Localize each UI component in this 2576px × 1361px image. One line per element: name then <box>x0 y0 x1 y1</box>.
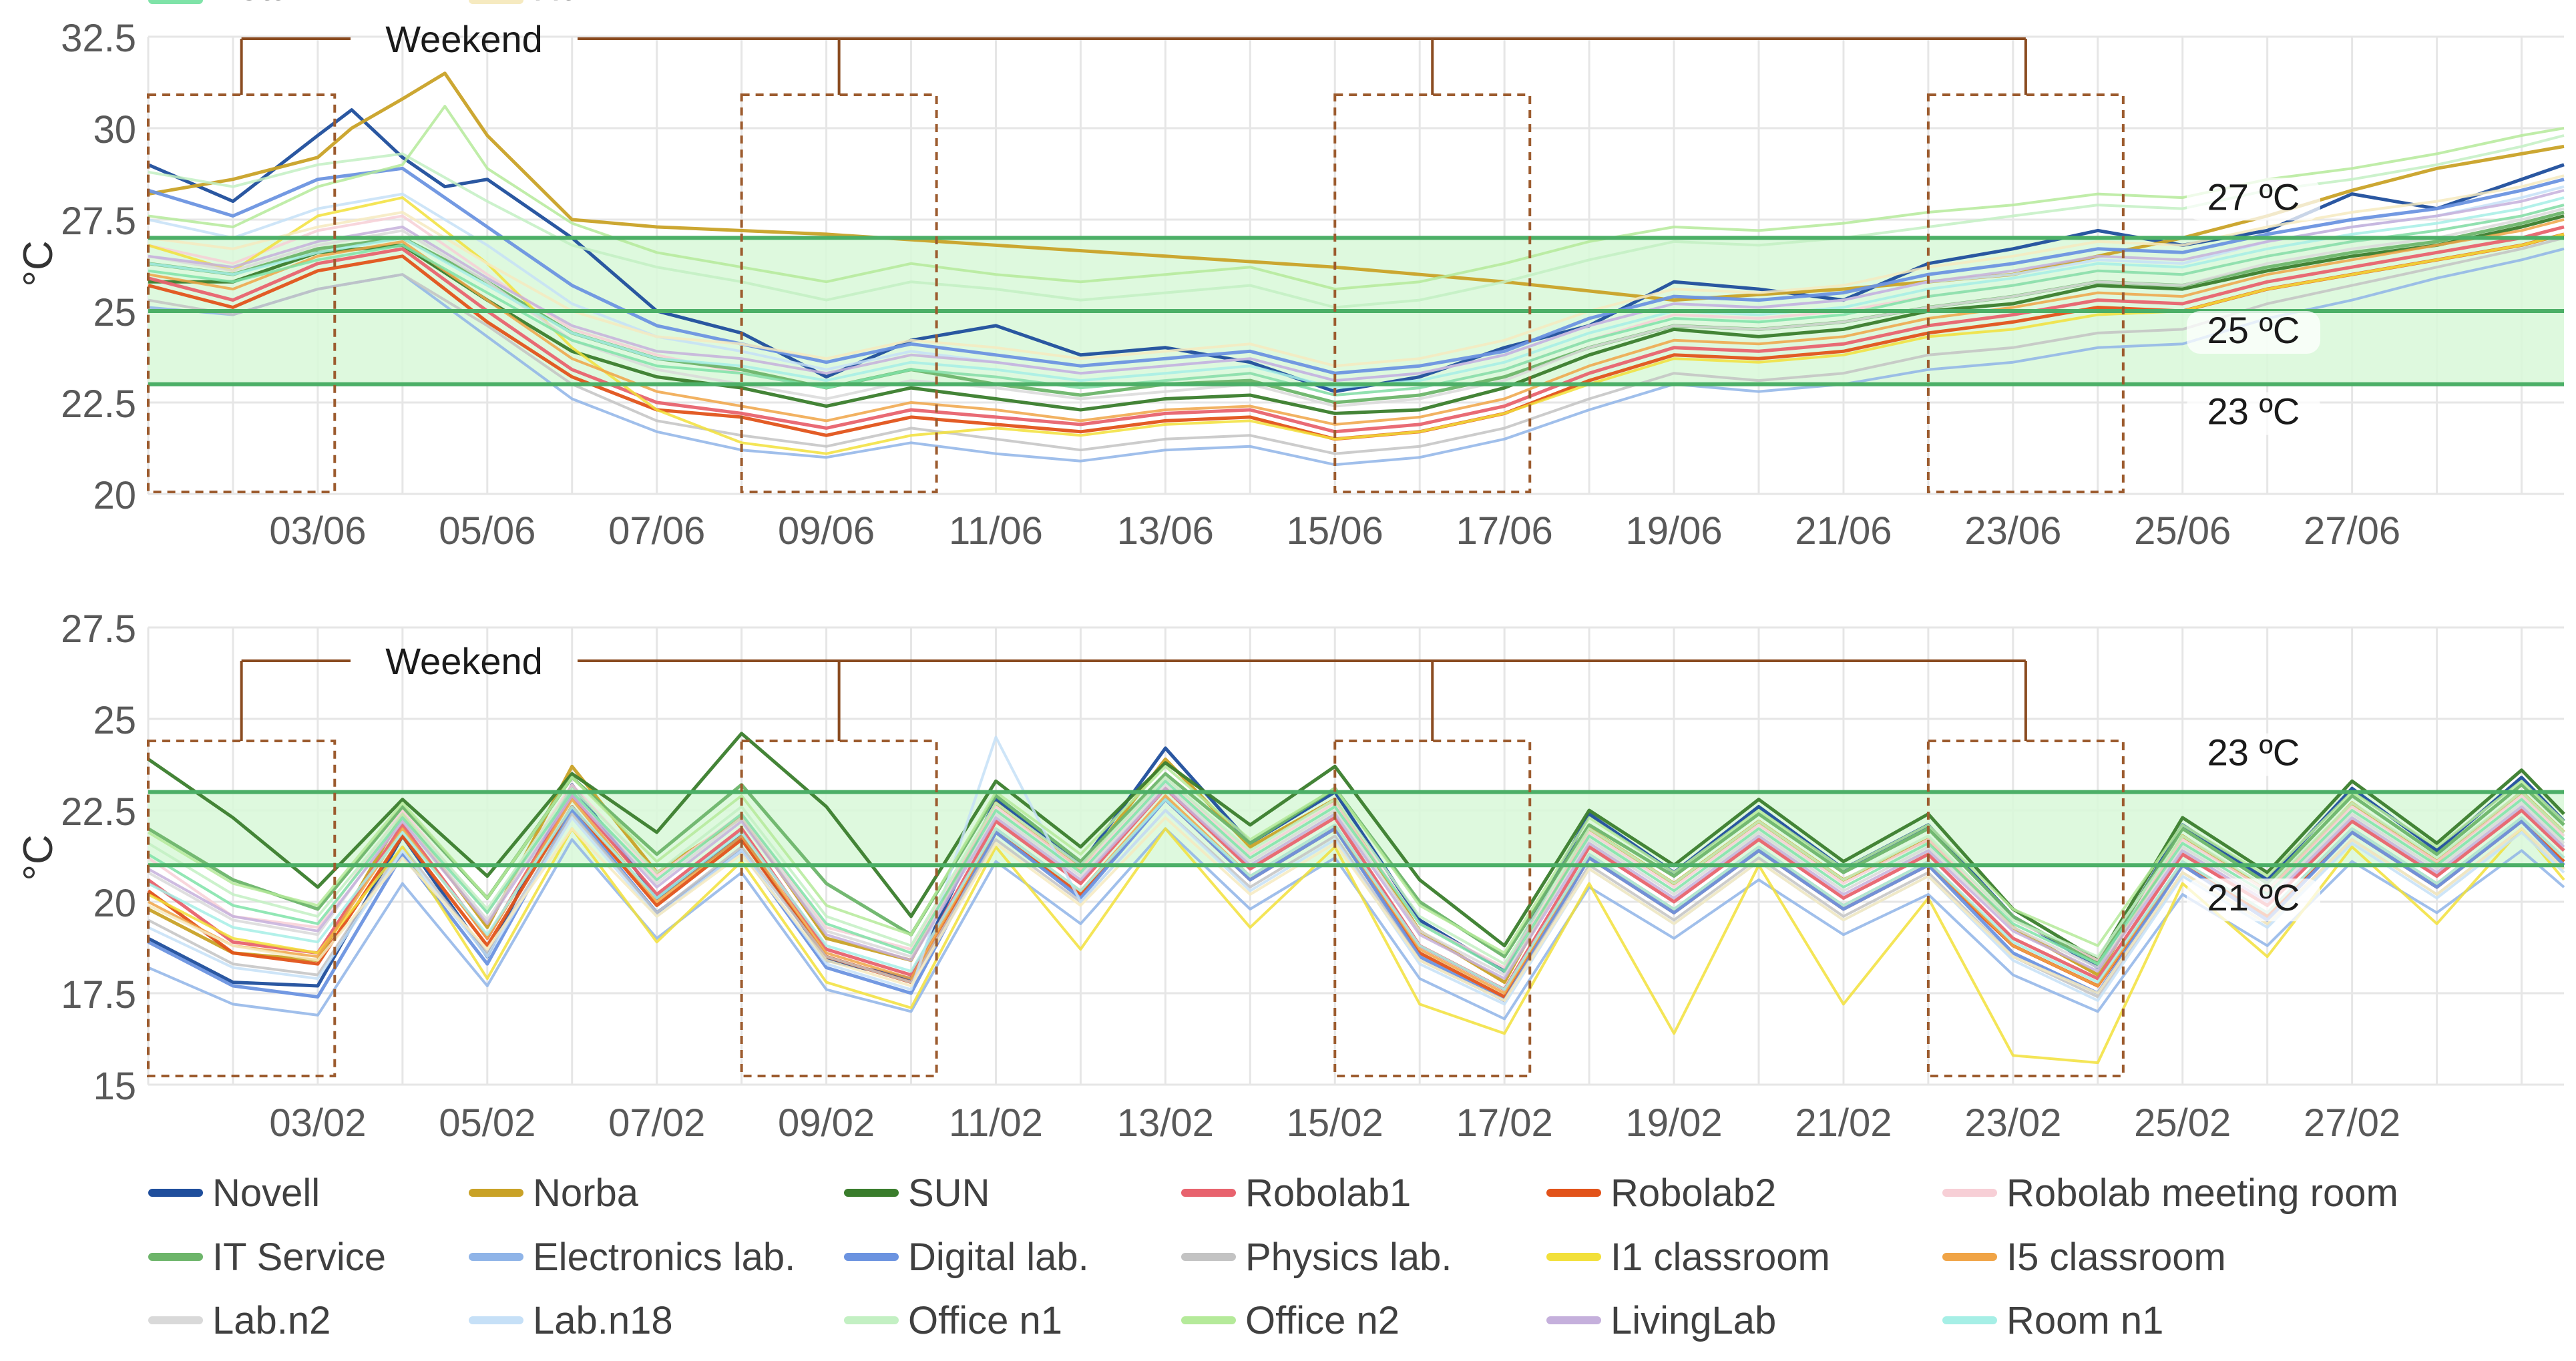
top-x-tick-label: 17/06 <box>1456 509 1553 553</box>
bottom-x-tick-label: 17/02 <box>1456 1101 1553 1145</box>
top-x-tick-label: 09/06 <box>778 509 875 553</box>
top-ref-label-bg <box>2187 392 2320 435</box>
top-series-digital-lab- <box>148 166 2565 375</box>
legend-label: I1 classroom <box>1611 1236 1830 1279</box>
legend-label: SUN <box>908 1171 990 1215</box>
bottom-weekend-label: Weekend <box>385 640 543 682</box>
legend-label: I5 classroom <box>2006 1236 2226 1279</box>
top-y-tick-label: 20 <box>93 474 136 517</box>
top-weekend-label: Weekend <box>385 18 543 60</box>
legend-label: Room n1 <box>2006 1299 2163 1342</box>
top-x-tick-label: 21/06 <box>1795 509 1892 553</box>
bottom-x-tick-label: 13/02 <box>1117 1101 1214 1145</box>
top-series-beta <box>148 204 2565 396</box>
top-y-tick-label: 27.5 <box>61 200 136 243</box>
top-y-axis-label: °C <box>15 240 61 287</box>
legend-label: Beta <box>212 0 292 9</box>
legend-label: Hall <box>533 0 600 9</box>
top-x-tick-label: 11/06 <box>949 509 1043 553</box>
bottom-series-room-n1 <box>148 798 2565 991</box>
top-y-tick-label: 30 <box>93 108 136 152</box>
bottom-ref-label: 23 ºC <box>2207 732 2300 774</box>
bottom-series-office-n1 <box>147 776 2565 966</box>
top-x-tick-label: 07/06 <box>608 509 705 553</box>
top-series-sun <box>148 214 2565 415</box>
legend-label: Lab.n2 <box>212 1299 331 1342</box>
top-weekend-box <box>1926 93 2125 493</box>
bottom-ref-label: 21 ºC <box>2207 876 2300 918</box>
legend: Novell Norba SUN Robolab1 Robolab2 Robolab me… <box>148 0 2398 1342</box>
top-series-livinglab <box>148 189 2565 382</box>
bottom-x-tick-label: 09/02 <box>778 1101 875 1145</box>
top-x-tick-label: 03/06 <box>269 509 366 553</box>
legend-label: Office n1 <box>908 1299 1062 1342</box>
top-ref-label-bg <box>2187 178 2320 221</box>
legend-label: Robolab2 <box>1611 1171 1776 1215</box>
bottom-series-office-n2 <box>147 765 2565 955</box>
bottom-y-tick-label: 27.5 <box>61 607 136 651</box>
bottom-ref-label-bg <box>2187 733 2320 776</box>
top-ref-label: 23 ºC <box>2207 390 2300 433</box>
top-x-tick-label: 25/06 <box>2134 509 2231 553</box>
bottom-x-tick-label: 21/02 <box>1795 1101 1892 1145</box>
legend-label: LivingLab <box>1611 1299 1776 1342</box>
bottom-x-tick-label: 25/02 <box>2134 1101 2231 1145</box>
top-weekend-box <box>1333 93 1532 493</box>
bottom-series-robolab1 <box>147 786 2565 991</box>
top-weekend-box <box>147 93 337 493</box>
bottom-y-tick-label: 15 <box>93 1065 136 1108</box>
bottom-x-tick-label: 27/02 <box>2304 1101 2400 1145</box>
top-y-tick-label: 32.5 <box>61 17 136 60</box>
top-panel-chart: 20 22.5 25 27.5 30 32.5 03/06 05/06 07/06 09/06 11… <box>15 17 2565 553</box>
top-ref-label: 25 ºC <box>2207 309 2300 351</box>
top-ref-label: 27 ºC <box>2207 176 2300 218</box>
top-weekend-box <box>740 93 938 493</box>
legend-label: Novell <box>212 1171 320 1215</box>
legend-label: Robolab meeting room <box>2006 1171 2398 1215</box>
top-series-hall <box>148 174 2565 368</box>
bottom-x-tick-label: 19/02 <box>1625 1101 1722 1145</box>
top-y-tick-label: 25 <box>93 291 136 334</box>
legend-label: IT Service <box>212 1236 386 1279</box>
top-x-tick-label: 27/06 <box>2304 509 2400 553</box>
top-series-office-n2 <box>148 105 2565 291</box>
bottom-y-axis-label: °C <box>15 834 61 881</box>
bottom-series-livinglab <box>148 787 2565 981</box>
legend-label: Lab.n18 <box>533 1299 673 1342</box>
top-x-tick-label: 15/06 <box>1287 509 1383 553</box>
top-x-tick-label: 13/06 <box>1117 509 1214 553</box>
bottom-x-tick-label: 23/02 <box>1964 1101 2061 1145</box>
bottom-x-tick-label: 07/02 <box>608 1101 705 1145</box>
top-x-tick-label: 05/06 <box>439 509 535 553</box>
top-ref-label-bg <box>2187 311 2320 354</box>
legend-label: Digital lab. <box>908 1236 1089 1279</box>
top-series-robolab1 <box>148 225 2565 434</box>
legend-label: Physics lab. <box>1245 1236 1452 1279</box>
top-series-i5-classroom <box>148 218 2565 426</box>
top-series-lab-n2 <box>148 207 2565 408</box>
legend-label: Robolab1 <box>1245 1171 1411 1215</box>
legend-label: Electronics lab. <box>533 1236 795 1279</box>
legend-label: Office n2 <box>1245 1299 1400 1342</box>
bottom-x-tick-label: 11/02 <box>949 1101 1043 1145</box>
top-x-tick-label: 23/06 <box>1964 509 2061 553</box>
bottom-y-tick-label: 17.5 <box>61 973 136 1017</box>
bottom-y-tick-label: 20 <box>93 882 136 925</box>
bottom-y-tick-label: 25 <box>93 699 136 742</box>
bottom-ref-label-bg <box>2187 878 2320 922</box>
bottom-y-tick-label: 22.5 <box>61 790 136 834</box>
bottom-weekend-box <box>147 740 337 1077</box>
bottom-x-tick-label: 15/02 <box>1287 1101 1383 1145</box>
legend-label: Norba <box>533 1171 639 1215</box>
top-x-tick-label: 19/06 <box>1625 509 1722 553</box>
top-y-tick-label: 22.5 <box>61 382 136 426</box>
bottom-x-tick-label: 05/02 <box>439 1101 535 1145</box>
bottom-x-tick-label: 03/02 <box>269 1101 366 1145</box>
bottom-panel-chart: 15 17.5 20 22.5 25 27.5 03/02 05/02 07/02 09/02 11… <box>15 607 2565 1145</box>
